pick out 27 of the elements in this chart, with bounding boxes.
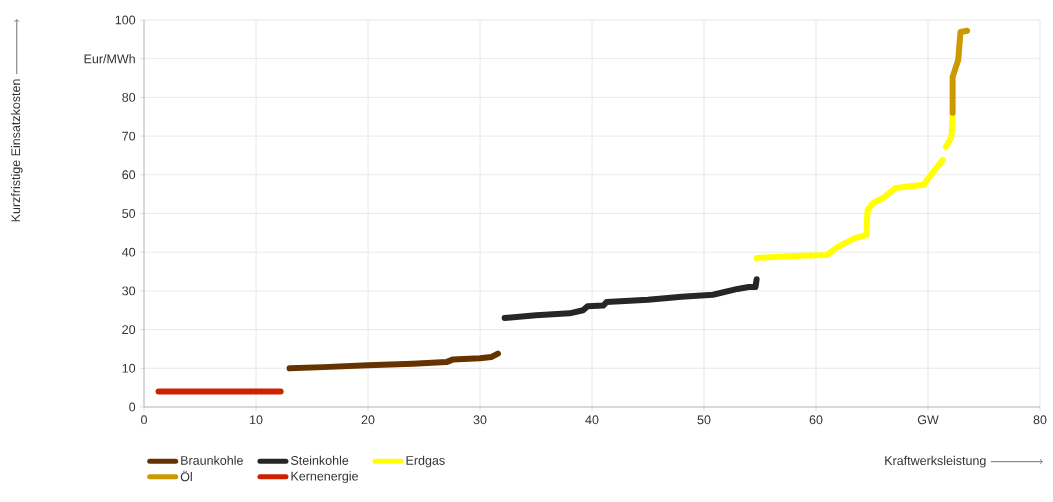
y-tick-label: 10 <box>122 363 136 373</box>
x-axis-title: Kraftwerksleistung <box>885 455 986 468</box>
x-tick-label: 10 <box>250 415 263 425</box>
legend-label: Öl <box>180 470 192 482</box>
x-tick-label: 20 <box>361 415 375 425</box>
legend-label: Steinkohle <box>291 455 349 465</box>
legend-label: Kernenergie <box>291 471 358 483</box>
x-tick-label: GW <box>917 415 939 425</box>
y-tick-label: 30 <box>122 286 136 296</box>
legend-label: Erdgas <box>406 455 445 468</box>
y-tick-label: 20 <box>122 325 136 335</box>
y-tick-label: 50 <box>122 209 136 218</box>
y-axis-title: Kurzfristige Einsatzkosten <box>10 79 23 222</box>
x-tick-label: 60 <box>809 415 823 425</box>
legend-label: Braunkohle <box>181 455 243 465</box>
x-tick-label: 40 <box>585 415 599 425</box>
y-tick-label: 60 <box>122 170 136 180</box>
x-tick-label: 50 <box>697 415 711 425</box>
y-tick-label: 40 <box>122 247 136 257</box>
x-tick-label: 80 <box>1033 415 1047 425</box>
y-tick-label: 80 <box>122 92 136 102</box>
x-tick-label: 30 <box>473 415 487 425</box>
y-tick-label: 0 <box>129 402 136 412</box>
x-tick-label: 0 <box>141 415 147 425</box>
y-tick-label: 100 <box>115 15 136 25</box>
y-tick-label: Eur/MWh <box>84 54 135 64</box>
y-tick-label: 70 <box>122 131 136 141</box>
